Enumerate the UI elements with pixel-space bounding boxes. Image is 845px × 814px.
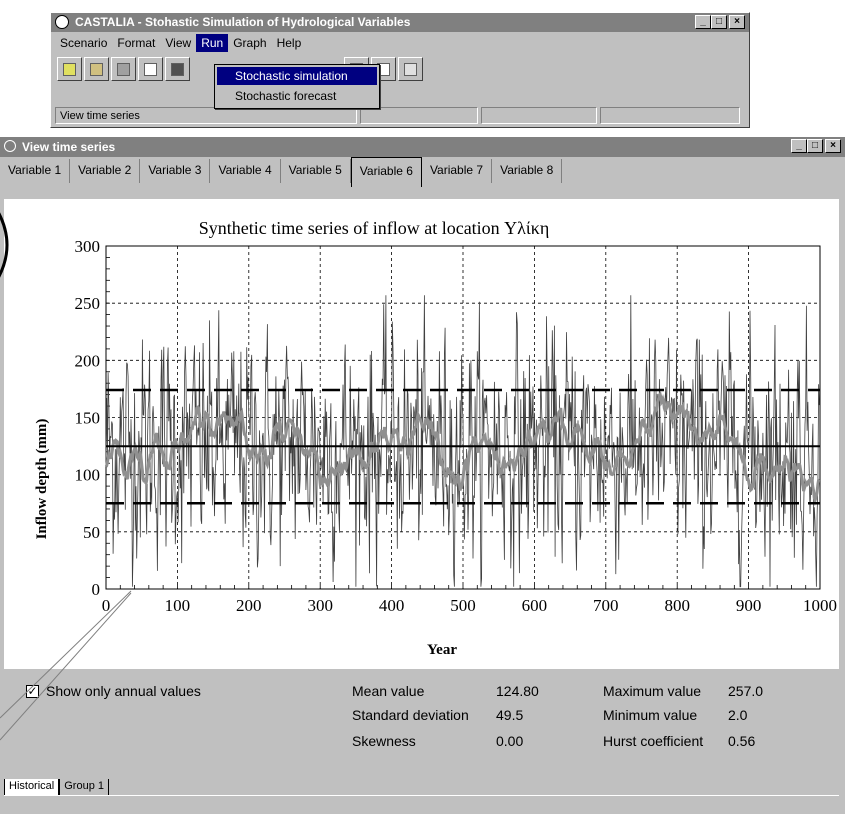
child-title-bar[interactable]: View time series _ □ × <box>0 137 845 157</box>
skew-value: 0.00 <box>496 733 524 749</box>
y-tick-label: 300 <box>75 237 101 256</box>
open-folder-icon <box>90 63 103 76</box>
maximize-icon[interactable]: □ <box>711 15 727 29</box>
print-icon <box>404 63 417 76</box>
menu-item-stochastic-forecast[interactable]: Stochastic forecast <box>235 89 337 103</box>
app-icon <box>55 15 69 29</box>
chart-panel: Synthetic time series of inflow at locat… <box>4 199 839 669</box>
y-axis-label: Inflow depth (mm) <box>34 419 50 540</box>
min-label: Minimum value <box>603 707 698 723</box>
y-tick-label: 250 <box>75 294 101 313</box>
minimize-icon[interactable]: _ <box>791 139 807 153</box>
x-tick-label: 800 <box>664 596 690 615</box>
menu-scenario[interactable]: Scenario <box>60 36 108 50</box>
x-tick-label: 700 <box>593 596 619 615</box>
status-bar: View time series <box>55 107 745 125</box>
main-title-bar[interactable]: CASTALIA - Stohastic Simulation of Hydro… <box>51 13 749 32</box>
x-tick-label: 0 <box>102 596 111 615</box>
status-pane-2 <box>360 107 478 124</box>
new-scenario-icon <box>63 63 76 76</box>
menu-run[interactable]: Run <box>196 34 229 52</box>
y-tick-label: 150 <box>75 409 101 428</box>
menu-bar: Scenario Format View Run Graph Help <box>55 34 306 52</box>
chart-title: Synthetic time series of inflow at locat… <box>199 218 549 238</box>
tab-variable-7[interactable]: Variable 7 <box>422 159 493 183</box>
annual-values-checkbox[interactable]: ✓ <box>26 684 39 698</box>
print-button[interactable] <box>398 57 423 81</box>
status-pane-4 <box>600 107 740 124</box>
chart-button-2[interactable] <box>371 57 396 81</box>
save-button[interactable] <box>111 57 136 81</box>
menu-graph[interactable]: Graph <box>233 36 267 50</box>
tab-variable-3[interactable]: Variable 3 <box>140 159 211 183</box>
tab-variable-1[interactable]: Variable 1 <box>0 159 71 183</box>
time-series-chart: Synthetic time series of inflow at locat… <box>34 218 837 658</box>
std-label: Standard deviation <box>352 707 469 723</box>
bottom-scrollbar[interactable] <box>4 795 839 814</box>
checkbox-label: Show only annual values <box>46 683 201 699</box>
new-scenario-button[interactable] <box>57 57 82 81</box>
skew-label: Skewness <box>352 733 416 749</box>
menu-help[interactable]: Help <box>276 36 302 50</box>
toolbar <box>55 55 747 83</box>
mean-label: Mean value <box>352 683 425 699</box>
copy-button[interactable] <box>138 57 163 81</box>
y-tick-label: 100 <box>75 466 101 485</box>
max-label: Maximum value <box>603 683 702 699</box>
x-tick-label: 300 <box>307 596 333 615</box>
status-pane-3 <box>481 107 597 124</box>
x-tick-label: 1000 <box>803 596 837 615</box>
max-value: 257.0 <box>728 683 764 699</box>
tab-variable-2[interactable]: Variable 2 <box>70 159 141 183</box>
paint-icon <box>171 63 184 76</box>
minimize-icon[interactable]: _ <box>695 15 711 29</box>
close-icon[interactable]: × <box>729 15 745 29</box>
open-button[interactable] <box>84 57 109 81</box>
min-value: 2.0 <box>728 707 748 723</box>
menu-view[interactable]: View <box>165 36 192 50</box>
menu-item-stochastic-simulation[interactable]: Stochastic simulation <box>217 67 377 85</box>
paint-button[interactable] <box>165 57 190 81</box>
y-tick-label: 50 <box>83 523 100 542</box>
window-icon <box>4 140 16 152</box>
copy-icon <box>144 63 157 76</box>
tab-variable-5[interactable]: Variable 5 <box>281 159 351 183</box>
moving-average-line <box>104 391 821 507</box>
maximize-icon[interactable]: □ <box>807 139 823 153</box>
tab-variable-6[interactable]: Variable 6 <box>350 157 422 187</box>
y-tick-label: 200 <box>75 351 101 370</box>
x-tick-label: 200 <box>236 596 262 615</box>
menu-format[interactable]: Format <box>117 36 156 50</box>
save-icon <box>117 63 130 76</box>
main-window-title: CASTALIA - Stohastic Simulation of Hydro… <box>75 15 411 29</box>
view-time-series-window: View time series _ □ × Variable 1 Variab… <box>0 137 845 814</box>
tab-variable-4[interactable]: Variable 4 <box>210 159 281 183</box>
hurst-value: 0.56 <box>728 733 756 749</box>
x-tick-label: 400 <box>379 596 405 615</box>
mean-value: 124.80 <box>496 683 539 699</box>
variable-tabs: Variable 1 Variable 2 Variable 3 Variabl… <box>0 157 845 187</box>
std-value: 49.5 <box>496 707 524 723</box>
status-text: View time series <box>55 107 357 124</box>
x-tick-label: 500 <box>450 596 476 615</box>
x-axis-label: Year <box>427 642 457 658</box>
y-tick-label: 0 <box>92 580 101 599</box>
child-window-title: View time series <box>22 140 116 154</box>
main-window: CASTALIA - Stohastic Simulation of Hydro… <box>50 12 750 128</box>
tab-variable-8[interactable]: Variable 8 <box>492 159 563 183</box>
hurst-label: Hurst coefficient <box>603 733 704 749</box>
x-tick-label: 900 <box>736 596 762 615</box>
run-menu-dropdown: Stochastic simulation Stochastic forecas… <box>214 64 380 109</box>
x-tick-label: 600 <box>522 596 548 615</box>
x-tick-label: 100 <box>165 596 191 615</box>
close-icon[interactable]: × <box>825 139 841 153</box>
